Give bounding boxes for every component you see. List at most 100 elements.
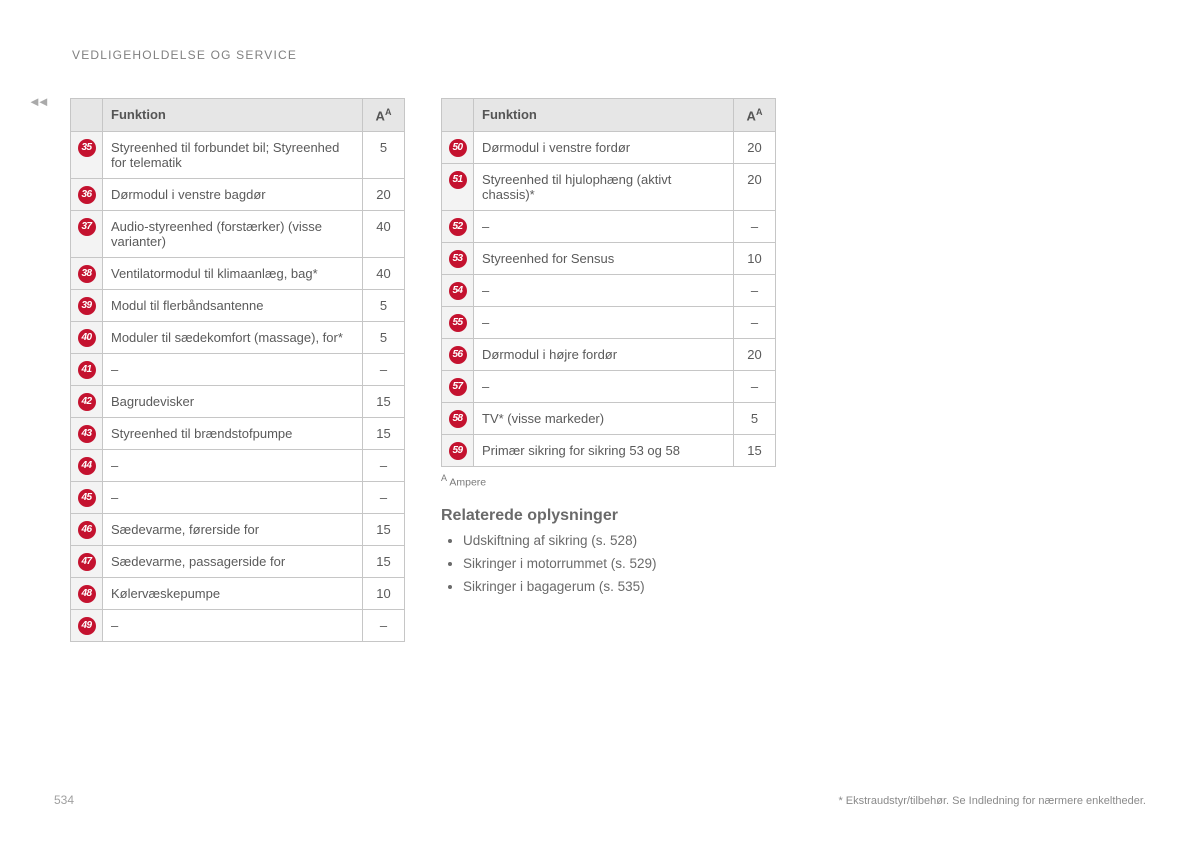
table-row: 57–– [442,371,776,403]
col-function-header: Funktion [474,99,734,132]
fuse-amp-cell: 15 [734,435,776,467]
fuse-number-badge: 44 [78,457,96,475]
fuse-number-cell: 45 [71,482,103,514]
fuse-function-cell: Dørmodul i venstre bagdør [103,179,363,211]
fuse-number-badge: 41 [78,361,96,379]
fuse-amp-cell: 20 [734,164,776,211]
fuse-function-cell: TV* (visse markeder) [474,403,734,435]
fuse-number-cell: 58 [442,403,474,435]
table-row: 43Styreenhed til brændstofpumpe15 [71,418,405,450]
table-row: 40 Moduler til sædekomfort (massage), for… [71,322,405,354]
table-row: 52–– [442,211,776,243]
fuse-amp-cell: – [734,307,776,339]
fuse-amp-cell: – [363,610,405,642]
fuse-number-cell: 42 [71,386,103,418]
fuse-number-badge: 52 [449,218,467,236]
fuse-amp-cell: 5 [363,322,405,354]
table-row: 50Dørmodul i venstre fordør20 [442,132,776,164]
fuse-function-cell: Primær sikring for sikring 53 og 58 [474,435,734,467]
table-row: 37 Audio-styreenhed (forstærker) (visse v… [71,211,405,258]
fuse-amp-cell: 5 [734,403,776,435]
content-columns: Funktion AA 35Styreenhed til forbundet b… [70,98,1130,642]
fuse-number-badge: 55 [449,314,467,332]
table-row: 44–– [71,450,405,482]
fuse-function-cell: Dørmodul i venstre fordør [474,132,734,164]
fuse-number-cell: 47 [71,546,103,578]
fuse-function-cell: Kølervæskepumpe [103,578,363,610]
fuse-number-cell: 40 [71,322,103,354]
fuse-table-left: Funktion AA 35Styreenhed til forbundet b… [70,98,405,642]
fuse-number-badge: 54 [449,282,467,300]
fuse-number-cell: 56 [442,339,474,371]
table-row: 51Styreenhed til hjulophæng (aktivt chas… [442,164,776,211]
table-row: 42Bagrudevisker15 [71,386,405,418]
fuse-function-cell: – [103,354,363,386]
right-column: Funktion AA 50Dørmodul i venstre fordør2… [441,98,776,642]
fuse-amp-cell: 15 [363,514,405,546]
table-row: 56Dørmodul i højre fordør20 [442,339,776,371]
table-row: 53Styreenhed for Sensus10 [442,243,776,275]
fuse-amp-cell: 15 [363,546,405,578]
fuse-function-cell: Sædevarme, førerside for [103,514,363,546]
footnote-ampere: A Ampere [441,473,776,489]
fuse-amp-cell: 15 [363,386,405,418]
fuse-function-cell: Styreenhed til brændstofpumpe [103,418,363,450]
fuse-number-badge: 58 [449,410,467,428]
fuse-amp-cell: 20 [734,339,776,371]
left-column: Funktion AA 35Styreenhed til forbundet b… [70,98,405,642]
fuse-number-cell: 39 [71,290,103,322]
fuse-amp-cell: 20 [734,132,776,164]
fuse-number-badge: 36 [78,186,96,204]
fuse-number-badge: 40 [78,329,96,347]
fuse-number-cell: 48 [71,578,103,610]
fuse-amp-cell: 10 [734,243,776,275]
fuse-number-cell: 55 [442,307,474,339]
fuse-amp-cell: 40 [363,211,405,258]
fuse-number-badge: 53 [449,250,467,268]
fuse-number-cell: 35 [71,132,103,179]
fuse-number-badge: 38 [78,265,96,283]
fuse-number-badge: 47 [78,553,96,571]
fuse-function-cell: – [474,211,734,243]
table-row: 58 TV* (visse markeder)5 [442,403,776,435]
fuse-amp-cell: 10 [363,578,405,610]
fuse-amp-cell: 40 [363,258,405,290]
fuse-function-cell: Ventilatormodul til klimaanlæg, bag* [103,258,363,290]
table-row: 59Primær sikring for sikring 53 og 5815 [442,435,776,467]
fuse-table-right: Funktion AA 50Dørmodul i venstre fordør2… [441,98,776,467]
fuse-number-badge: 37 [78,218,96,236]
table-row: 48Kølervæskepumpe10 [71,578,405,610]
table-row: 41–– [71,354,405,386]
related-link[interactable]: Sikringer i motorrummet (s. 529) [463,556,776,571]
related-info-title: Relaterede oplysninger [441,507,776,525]
page-number: 534 [54,793,74,807]
fuse-function-cell: – [474,371,734,403]
table-row: 55–– [442,307,776,339]
fuse-number-cell: 41 [71,354,103,386]
fuse-number-badge: 43 [78,425,96,443]
fuse-number-cell: 49 [71,610,103,642]
fuse-number-badge: 46 [78,521,96,539]
fuse-amp-cell: – [734,275,776,307]
table-row: 49–– [71,610,405,642]
fuse-amp-cell: – [734,371,776,403]
continued-marker: ◄◄ [28,94,46,109]
fuse-function-cell: Audio-styreenhed (forstærker) (visse var… [103,211,363,258]
table-row: 46 Sædevarme, førerside for15 [71,514,405,546]
fuse-function-cell: – [103,610,363,642]
fuse-number-cell: 51 [442,164,474,211]
related-link[interactable]: Sikringer i bagagerum (s. 535) [463,579,776,594]
fuse-function-cell: Styreenhed til hjulophæng (aktivt chassi… [474,164,734,211]
fuse-function-cell: Moduler til sædekomfort (massage), for* [103,322,363,354]
fuse-number-cell: 36 [71,179,103,211]
fuse-function-cell: – [474,307,734,339]
col-amp-header: AA [734,99,776,132]
fuse-number-cell: 54 [442,275,474,307]
col-amp-header: AA [363,99,405,132]
fuse-function-cell: – [103,450,363,482]
fuse-function-cell: Modul til flerbåndsantenne [103,290,363,322]
section-header: VEDLIGEHOLDELSE OG SERVICE [72,48,1130,62]
fuse-amp-cell: 5 [363,290,405,322]
fuse-function-cell: Styreenhed til forbundet bil; Styreenhed… [103,132,363,179]
related-link[interactable]: Udskiftning af sikring (s. 528) [463,533,776,548]
